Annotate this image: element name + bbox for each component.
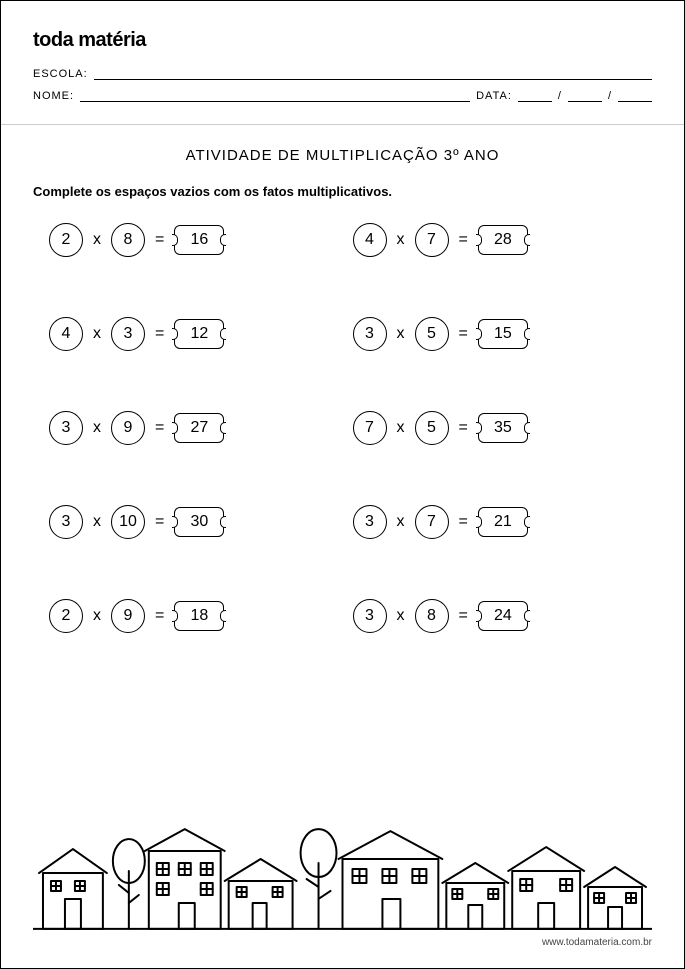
answer-box[interactable]: 28	[478, 225, 528, 255]
equals-symbol: =	[155, 325, 164, 343]
factor-b: 5	[415, 317, 449, 351]
school-row: ESCOLA:	[33, 68, 652, 80]
date-sep-2: /	[608, 90, 612, 102]
factor-b: 9	[111, 411, 145, 445]
answer-box[interactable]: 21	[478, 507, 528, 537]
problem-row: 2x8 = 16	[49, 223, 333, 257]
school-label: ESCOLA:	[33, 68, 88, 80]
school-line[interactable]	[94, 68, 652, 80]
worksheet-page: toda matéria ESCOLA: NOME: DATA: / / ATI…	[0, 0, 685, 969]
equals-symbol: =	[459, 325, 468, 343]
answer-box[interactable]: 16	[174, 225, 224, 255]
problem-row: 3x5 = 15	[353, 317, 637, 351]
worksheet-title: ATIVIDADE DE MULTIPLICAÇÃO 3º ANO	[33, 147, 652, 164]
brand-logo: toda matéria	[33, 29, 652, 52]
times-symbol: x	[397, 513, 405, 531]
factor-a: 4	[353, 223, 387, 257]
answer-box[interactable]: 27	[174, 413, 224, 443]
problem-row: 7x5 = 35	[353, 411, 637, 445]
factor-a: 3	[353, 317, 387, 351]
equals-symbol: =	[155, 513, 164, 531]
factor-a: 2	[49, 599, 83, 633]
factor-b: 3	[111, 317, 145, 351]
answer-box[interactable]: 35	[478, 413, 528, 443]
problem-row: 4x7 = 28	[353, 223, 637, 257]
times-symbol: x	[93, 419, 101, 437]
problem-row: 3x9 = 27	[49, 411, 333, 445]
name-line[interactable]	[80, 90, 470, 102]
footer: www.todamateria.com.br	[33, 823, 652, 948]
factor-b: 5	[415, 411, 449, 445]
name-label: NOME:	[33, 90, 74, 102]
answer-box[interactable]: 24	[478, 601, 528, 631]
footer-url: www.todamateria.com.br	[33, 937, 652, 948]
problem-row: 3x7 = 21	[353, 505, 637, 539]
instruction-text: Complete os espaços vazios com os fatos …	[33, 184, 652, 199]
date-label: DATA:	[476, 90, 512, 102]
factor-b: 7	[415, 223, 449, 257]
date-year-line[interactable]	[618, 90, 652, 102]
factor-a: 3	[49, 411, 83, 445]
houses-illustration	[33, 823, 652, 933]
times-symbol: x	[93, 607, 101, 625]
date-day-line[interactable]	[518, 90, 552, 102]
times-symbol: x	[397, 325, 405, 343]
problem-row: 3x8 = 24	[353, 599, 637, 633]
answer-box[interactable]: 30	[174, 507, 224, 537]
problem-row: 2x9 = 18	[49, 599, 333, 633]
times-symbol: x	[93, 325, 101, 343]
answer-box[interactable]: 15	[478, 319, 528, 349]
problem-row: 3x 10 = 30	[49, 505, 333, 539]
date-month-line[interactable]	[568, 90, 602, 102]
equals-symbol: =	[155, 231, 164, 249]
equals-symbol: =	[155, 607, 164, 625]
answer-box[interactable]: 12	[174, 319, 224, 349]
factor-b: 10	[111, 505, 145, 539]
header-divider	[1, 124, 684, 125]
answer-box[interactable]: 18	[174, 601, 224, 631]
times-symbol: x	[397, 419, 405, 437]
equals-symbol: =	[459, 419, 468, 437]
times-symbol: x	[93, 231, 101, 249]
equals-symbol: =	[459, 607, 468, 625]
date-sep-1: /	[558, 90, 562, 102]
factor-a: 2	[49, 223, 83, 257]
factor-b: 9	[111, 599, 145, 633]
factor-a: 3	[353, 505, 387, 539]
factor-a: 3	[353, 599, 387, 633]
name-date-row: NOME: DATA: / /	[33, 90, 652, 102]
factor-a: 7	[353, 411, 387, 445]
times-symbol: x	[397, 231, 405, 249]
factor-b: 8	[111, 223, 145, 257]
equals-symbol: =	[155, 419, 164, 437]
factor-a: 4	[49, 317, 83, 351]
problems-grid: 2x8=164x7=284x3=123x5=153x9=277x5=353x10…	[33, 223, 652, 633]
equals-symbol: =	[459, 231, 468, 249]
problem-row: 4x3 = 12	[49, 317, 333, 351]
equals-symbol: =	[459, 513, 468, 531]
factor-b: 8	[415, 599, 449, 633]
factor-a: 3	[49, 505, 83, 539]
times-symbol: x	[93, 513, 101, 531]
factor-b: 7	[415, 505, 449, 539]
times-symbol: x	[397, 607, 405, 625]
